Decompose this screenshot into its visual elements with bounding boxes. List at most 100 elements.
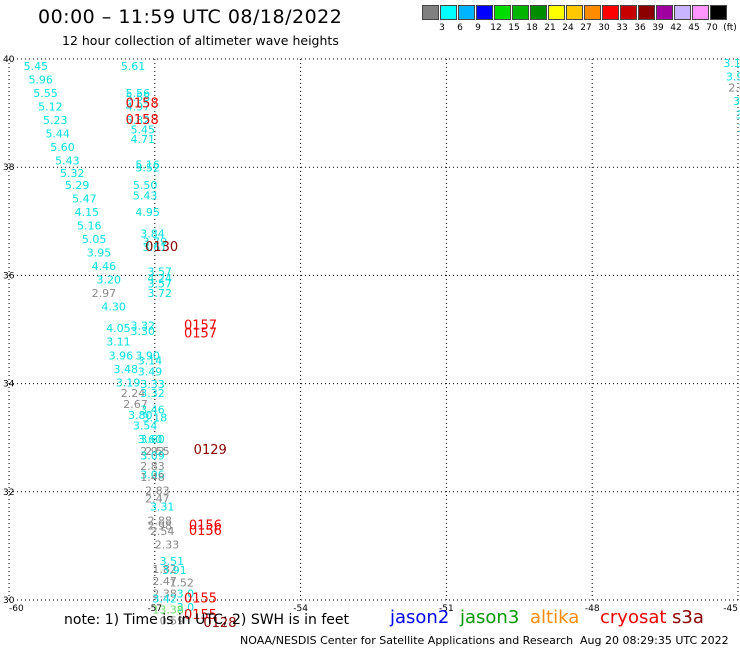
color-scale-label: 36 — [634, 23, 646, 33]
y-tick-label: 30 — [3, 596, 15, 606]
wave-height-label: 2.38 — [152, 587, 177, 600]
color-scale-label: 30 — [598, 23, 610, 33]
wave-height-label: 3.91 — [726, 71, 740, 84]
wave-height-label: 13.38 — [152, 604, 184, 617]
wave-height-label: 2.47 — [145, 493, 170, 506]
color-swatch — [692, 5, 709, 20]
legend-satellite-s3a: s3a — [672, 607, 704, 628]
legend-satellite-altika: altika — [530, 607, 580, 628]
color-scale-label: 21 — [544, 23, 556, 33]
color-scale-label: 6 — [457, 23, 463, 33]
wave-height-label: 3.91 — [162, 564, 187, 577]
legend-satellite-jason2: jason2 — [390, 607, 450, 628]
pass-time-label: 0156 — [189, 519, 222, 534]
color-swatch — [638, 5, 655, 20]
wave-height-label: 4.30 — [101, 301, 126, 314]
wave-height-label: 5.47 — [72, 192, 97, 205]
wave-height-label: 3.19 — [116, 376, 141, 389]
color-swatch — [476, 5, 493, 20]
color-swatch — [710, 5, 727, 20]
wave-height-label: 5.96 — [28, 73, 53, 86]
pass-time-label: 0157 — [184, 319, 217, 334]
wave-height-label: 4.71 — [131, 133, 156, 146]
y-tick-label: 40 — [3, 55, 15, 65]
color-scale-label: 24 — [562, 23, 574, 33]
pass-time-label: 0158 — [126, 97, 159, 112]
wave-height-label: 1.48 — [140, 471, 165, 484]
wave-height-label: 3.42 — [152, 593, 177, 606]
color-swatch — [656, 5, 673, 20]
wave-height-label: 5.52 — [135, 162, 160, 175]
footer-credit: NOAA/NESDIS Center for Satellite Applica… — [240, 634, 574, 647]
color-scale-label: 45 — [688, 23, 700, 33]
wave-height-label: 3.0 — [177, 601, 195, 614]
wave-height-label: 5.55 — [33, 87, 58, 100]
wave-height-label: 0.59 — [160, 614, 185, 627]
wave-height-label: 2.47 — [152, 575, 177, 588]
color-swatch — [566, 5, 583, 20]
wave-height-label: 1.82 — [152, 563, 177, 576]
wave-height-label: 5.16 — [77, 219, 102, 232]
wave-height-label: 3.61 — [143, 241, 168, 254]
wave-height-label: 3.09 — [140, 449, 165, 462]
units-note: note: 1) Time is in UTC; 2) SWH is in fe… — [64, 612, 350, 628]
wave-height-label: 4.24 — [148, 272, 173, 285]
color-scale-label: 27 — [580, 23, 592, 33]
color-scale-label: 3 — [439, 23, 445, 33]
wave-height-label: 5.50 — [133, 179, 158, 192]
wave-height-label: 2.24 — [121, 387, 146, 400]
color-swatch — [584, 5, 601, 20]
color-swatch — [512, 5, 529, 20]
pass-time-label: 0128 — [203, 616, 236, 631]
pass-time-label: 0157 — [184, 327, 217, 342]
y-tick-label: 34 — [3, 380, 15, 390]
color-scale-label: 33 — [616, 23, 628, 33]
wave-height-label: 5.12 — [38, 100, 63, 113]
wave-height-label: 3.11 — [106, 336, 131, 349]
color-scale-label: 39 — [652, 23, 664, 33]
wave-height-label: 5.23 — [43, 114, 68, 127]
color-swatch — [620, 5, 637, 20]
wave-height-label: 3.51 — [160, 555, 185, 568]
legend-satellite-cryosat: cryosat — [600, 607, 667, 628]
wave-height-label: 3.49 — [138, 365, 163, 378]
y-tick-label: 36 — [3, 271, 15, 281]
wave-height-label: 3.18 — [143, 411, 168, 424]
color-swatch — [674, 5, 691, 20]
color-swatch — [458, 5, 475, 20]
wave-height-label: 3.57 — [148, 277, 173, 290]
wave-height-label: 3.90 — [135, 349, 160, 362]
wave-height-label: 3.14 — [138, 355, 163, 368]
wave-height-label: 3.17 — [736, 109, 740, 122]
wave-height-label: 3.06 — [140, 468, 165, 481]
pass-time-label: 0158 — [126, 113, 159, 128]
wave-height-label: 5.16 — [135, 158, 160, 171]
color-swatch — [494, 5, 511, 20]
footer-timestamp: Aug 20 08:29:35 UTC 2022 — [580, 634, 729, 647]
wave-height-label: 3.0 — [177, 587, 195, 600]
wave-height-label: 3.21 — [733, 95, 740, 108]
pass-time-label: 0155 — [184, 592, 217, 607]
wave-height-label: 3.60 — [138, 433, 163, 446]
chart-subtitle: 12 hour collection of altimeter wave hei… — [62, 33, 339, 48]
wave-height-label: 3.19 — [723, 57, 740, 70]
wave-height-label: 3.84 — [140, 228, 165, 241]
x-tick-label: -60 — [9, 604, 24, 614]
wave-height-label: 5.56 — [126, 87, 151, 100]
color-scale-label: (ft) — [723, 23, 737, 33]
wave-height-label: 5.43 — [55, 154, 80, 167]
wave-height-label: 3.30 — [131, 325, 156, 338]
wave-height-label: 5.44 — [45, 127, 69, 140]
color-swatch — [440, 5, 457, 20]
wave-height-label: 4.05 — [106, 322, 131, 335]
legend-satellite-jason3: jason3 — [460, 607, 520, 628]
color-scale-label: 9 — [475, 23, 481, 33]
wave-height-label: 2.67 — [728, 81, 740, 94]
wave-height-label: 3.80 — [128, 409, 153, 422]
wave-height-label: 2.97 — [92, 287, 117, 300]
wave-height-label: 5.61 — [121, 60, 146, 73]
wave-height-label: 5.82 — [126, 114, 151, 127]
color-scale-label: 18 — [526, 23, 538, 33]
pass-time-label: 0155 — [184, 608, 217, 623]
